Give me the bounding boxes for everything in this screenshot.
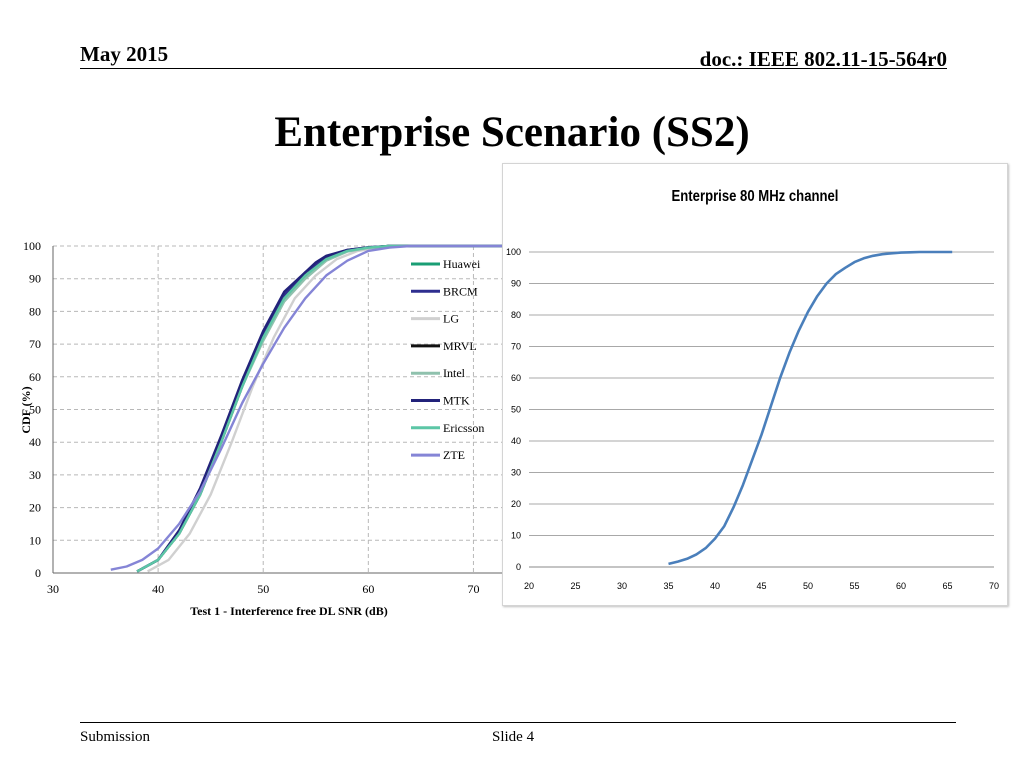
right-cdf-chart: Enterprise 80 MHz channel 0 10 20 30 40 50 60 7… <box>506 188 999 591</box>
left-y-tick-label: 90 <box>29 272 41 286</box>
left-y-tick-label: 10 <box>29 533 41 547</box>
right-x-tick-label: 60 <box>896 581 906 591</box>
right-chart-title: Enterprise 80 MHz channel <box>672 188 839 205</box>
right-x-tick-label: 70 <box>989 581 999 591</box>
left-x-tick-label: 40 <box>152 582 164 596</box>
left-chart-grid <box>53 245 505 573</box>
legend-label-lg: LG <box>443 312 459 326</box>
right-y-tick-label: 100 <box>506 247 521 257</box>
left-series-line-ericsson <box>136 244 505 573</box>
left-x-tick-label: 60 <box>362 582 374 596</box>
right-x-tick-label: 30 <box>617 581 627 591</box>
left-y-tick-label: 100 <box>23 239 41 253</box>
right-x-tick-label: 35 <box>663 581 673 591</box>
left-cdf-chart: 0 10 20 30 40 50 60 70 80 90 100 30 40 50 60 70 Huawei B… <box>19 239 505 618</box>
left-y-tick-label: 50 <box>29 403 41 417</box>
header-doc-id: doc.: IEEE 802.11-15-564r0 <box>699 47 947 71</box>
right-y-tick-label: 60 <box>511 373 521 383</box>
left-chart-legend: Huawei BRCM LG MRVL Intel MTK Ericsson ZTE <box>411 257 484 462</box>
right-x-tick-label: 45 <box>756 581 766 591</box>
footer-submission: Submission <box>80 729 151 745</box>
right-x-tick-label: 55 <box>849 581 859 591</box>
legend-label-mrvl: MRVL <box>443 339 477 353</box>
right-y-tick-label: 10 <box>511 531 521 541</box>
right-y-tick-label: 70 <box>511 342 521 352</box>
legend-label-mtk: MTK <box>443 394 470 408</box>
footer-slide-number: Slide 4 <box>492 729 535 745</box>
header-date: May 2015 <box>80 42 169 66</box>
left-chart-tick-labels: 0 10 20 30 40 50 60 70 80 90 100 30 40 50 60 70 <box>23 239 479 596</box>
right-y-tick-label: 50 <box>511 405 521 415</box>
right-y-tick-label: 0 <box>516 562 521 572</box>
right-y-tick-label: 20 <box>511 499 521 509</box>
left-y-tick-label: 30 <box>29 468 41 482</box>
right-x-tick-label: 20 <box>524 581 534 591</box>
right-y-tick-label: 90 <box>511 279 521 289</box>
footer-divider <box>80 722 956 723</box>
right-x-tick-label: 25 <box>570 581 580 591</box>
legend-label-huawei: Huawei <box>443 257 481 271</box>
left-chart-axes <box>52 246 505 574</box>
slide-title: Enterprise Scenario (SS2) <box>274 109 750 156</box>
header-divider <box>80 68 947 69</box>
left-series-line-zte <box>110 244 505 571</box>
left-y-tick-label: 40 <box>29 435 41 449</box>
left-x-tick-label: 30 <box>47 582 59 596</box>
left-chart-y-axis-label: CDF (%) <box>19 386 33 433</box>
left-x-tick-label: 50 <box>257 582 269 596</box>
left-y-tick-label: 80 <box>29 304 41 318</box>
right-y-tick-label: 80 <box>511 310 521 320</box>
legend-label-ericsson: Ericsson <box>443 421 484 435</box>
right-chart-tick-labels: 0 10 20 30 40 50 60 70 80 90 100 20 25 30 35 40 45 50 55 60… <box>506 247 999 591</box>
left-y-tick-label: 0 <box>35 566 41 580</box>
left-chart-series <box>110 244 505 573</box>
right-chart-series <box>668 250 953 566</box>
right-x-tick-label: 65 <box>942 581 952 591</box>
right-chart-panel: Enterprise 80 MHz channel 0 10 20 30 40 50 60 7… <box>502 163 1008 606</box>
right-x-tick-label: 50 <box>803 581 813 591</box>
right-y-tick-label: 30 <box>511 468 521 478</box>
left-y-tick-label: 60 <box>29 370 41 384</box>
right-y-tick-label: 40 <box>511 436 521 446</box>
right-x-tick-label: 40 <box>710 581 720 591</box>
left-x-tick-label: 70 <box>467 582 479 596</box>
left-chart-x-axis-label: Test 1 - Interference free DL SNR (dB) <box>190 604 387 618</box>
legend-label-zte: ZTE <box>443 448 465 462</box>
legend-label-brcm: BRCM <box>443 284 478 298</box>
legend-label-intel: Intel <box>443 366 466 380</box>
right-series-line <box>668 250 953 566</box>
left-y-tick-label: 70 <box>29 337 41 351</box>
right-chart-grid <box>529 251 994 568</box>
left-y-tick-label: 20 <box>29 501 41 515</box>
